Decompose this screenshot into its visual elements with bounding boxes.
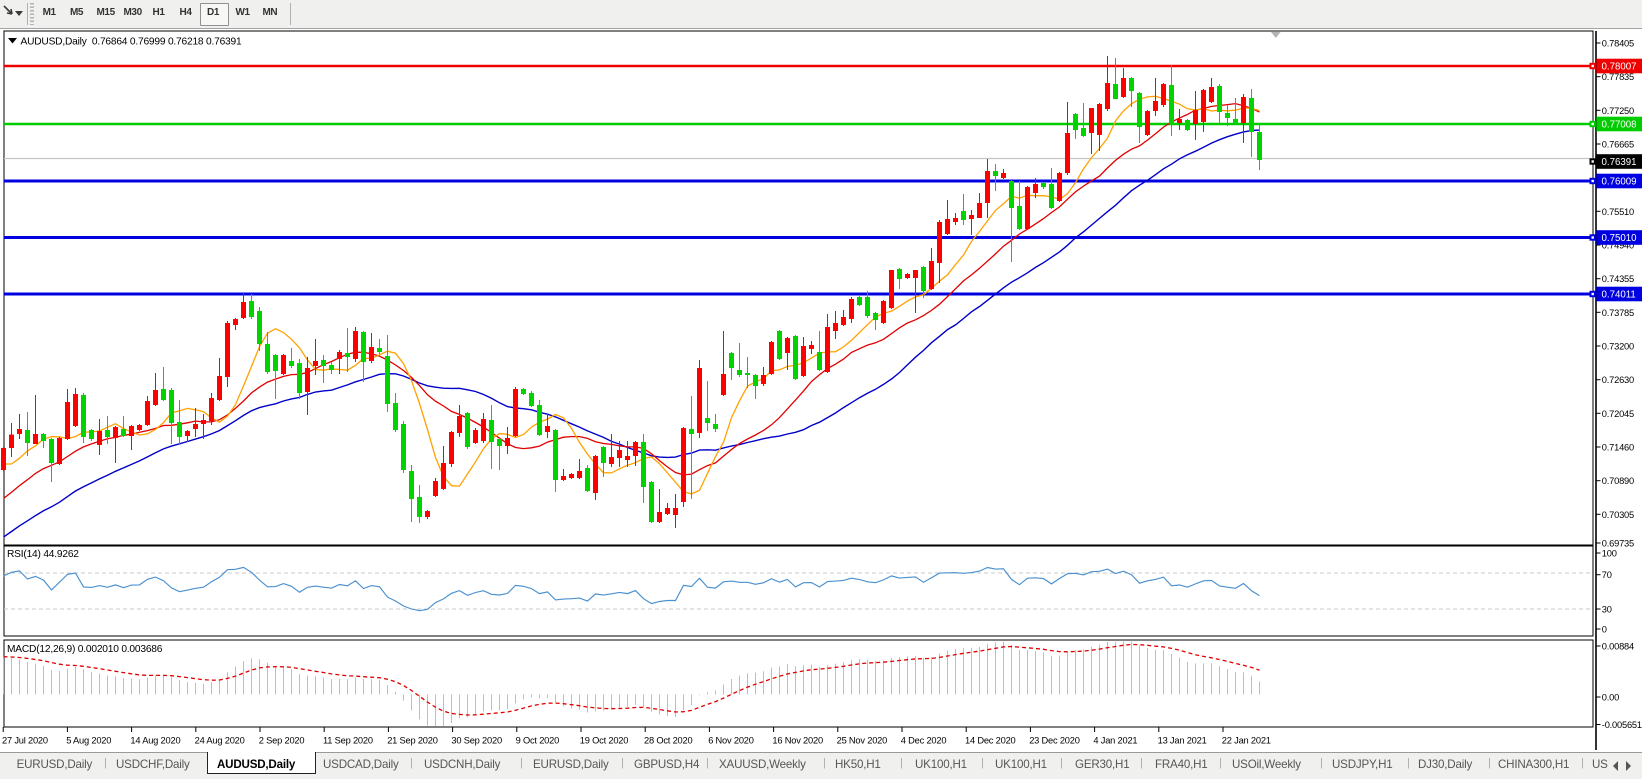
svg-text:0.74011: 0.74011	[1602, 290, 1636, 301]
svg-text:0.00: 0.00	[1602, 693, 1619, 703]
svg-text:6 Nov 2020: 6 Nov 2020	[708, 736, 754, 746]
svg-text:0.78405: 0.78405	[1602, 39, 1634, 49]
svg-text:-0.005651: -0.005651	[1602, 720, 1642, 730]
svg-text:0.69735: 0.69735	[1602, 539, 1634, 549]
svg-text:0.75510: 0.75510	[1602, 207, 1634, 217]
svg-text:19 Oct 2020: 19 Oct 2020	[580, 736, 628, 746]
svg-text:4 Dec 2020: 4 Dec 2020	[901, 736, 947, 746]
svg-text:AUDUSD,Daily 0.76864 0.76999: AUDUSD,Daily 0.76864 0.76999 0.76218 0.7…	[21, 37, 242, 48]
svg-text:0.72045: 0.72045	[1602, 409, 1634, 419]
svg-text:0.74940: 0.74940	[1602, 241, 1634, 251]
svg-text:25 Nov 2020: 25 Nov 2020	[837, 736, 888, 746]
svg-text:0.77250: 0.77250	[1602, 106, 1634, 116]
svg-text:0.70305: 0.70305	[1602, 510, 1634, 520]
svg-text:23 Dec 2020: 23 Dec 2020	[1029, 736, 1080, 746]
svg-text:28 Oct 2020: 28 Oct 2020	[644, 736, 692, 746]
svg-text:0.77835: 0.77835	[1602, 72, 1634, 82]
svg-text:0.71460: 0.71460	[1602, 443, 1634, 453]
svg-text:70: 70	[1602, 570, 1612, 580]
svg-text:0.74355: 0.74355	[1602, 274, 1634, 284]
svg-text:22 Jan 2021: 22 Jan 2021	[1222, 736, 1271, 746]
svg-text:14 Aug 2020: 14 Aug 2020	[130, 736, 180, 746]
svg-text:16 Nov 2020: 16 Nov 2020	[772, 736, 823, 746]
svg-text:0.75010: 0.75010	[1602, 233, 1638, 244]
svg-text:0.78007: 0.78007	[1602, 62, 1637, 73]
svg-text:0.00884: 0.00884	[1602, 642, 1634, 652]
svg-text:27 Jul 2020: 27 Jul 2020	[2, 736, 48, 746]
svg-text:11 Sep 2020: 11 Sep 2020	[323, 736, 373, 746]
svg-text:0.77008: 0.77008	[1602, 120, 1637, 131]
svg-text:21 Sep 2020: 21 Sep 2020	[387, 736, 438, 746]
svg-text:5 Aug 2020: 5 Aug 2020	[66, 736, 111, 746]
svg-text:0.72630: 0.72630	[1602, 375, 1634, 385]
svg-text:0.76665: 0.76665	[1602, 140, 1634, 150]
svg-text:0.76009: 0.76009	[1602, 177, 1637, 188]
svg-text:24 Aug 2020: 24 Aug 2020	[195, 736, 245, 746]
svg-text:0.73785: 0.73785	[1602, 308, 1634, 318]
svg-text:13 Jan 2021: 13 Jan 2021	[1158, 736, 1207, 746]
svg-text:MACD(12,26,9) 0.002010 0.00368: MACD(12,26,9) 0.002010 0.003686	[7, 644, 163, 655]
svg-text:30 Sep 2020: 30 Sep 2020	[451, 736, 502, 746]
svg-text:RSI(14) 44.9262: RSI(14) 44.9262	[7, 549, 79, 560]
svg-text:2 Sep 2020: 2 Sep 2020	[259, 736, 305, 746]
svg-text:100: 100	[1602, 549, 1617, 559]
svg-text:0.70890: 0.70890	[1602, 476, 1634, 486]
svg-text:0.76391: 0.76391	[1602, 157, 1637, 168]
svg-text:14 Dec 2020: 14 Dec 2020	[965, 736, 1016, 746]
svg-text:0.73200: 0.73200	[1602, 342, 1634, 352]
svg-text:30: 30	[1602, 605, 1612, 615]
svg-text:0: 0	[1602, 625, 1607, 635]
svg-text:4 Jan 2021: 4 Jan 2021	[1093, 736, 1137, 746]
svg-text:9 Oct 2020: 9 Oct 2020	[516, 736, 560, 746]
